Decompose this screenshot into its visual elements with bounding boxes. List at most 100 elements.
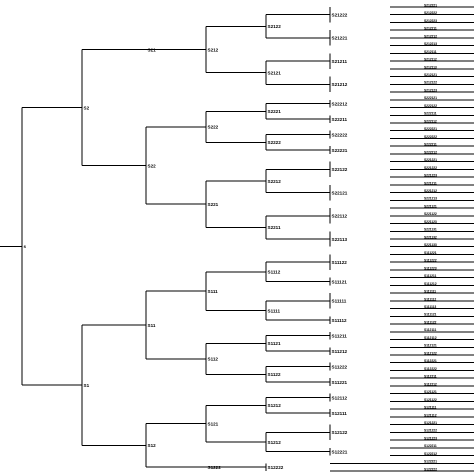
leaf-code-label: S221122 [424,212,437,216]
leaf-code-label: S221132 [424,235,437,239]
leaf-code-label: S111112 [424,297,436,301]
leaf-code-label: S222211 [424,143,437,147]
node-label: S22 [148,163,157,168]
node-label: S21211 [332,59,348,64]
leaf-code-label: S111221 [424,251,437,255]
leaf-code-label: S212122 [424,81,437,85]
leaf-code-label: S212212 [424,34,437,38]
leaf-code-label: S221131 [424,228,437,232]
node-label: S22112 [332,214,348,219]
node-label: S22113 [332,237,348,242]
leaf-code-label: S121111 [424,406,437,410]
leaf-code-label: S111121 [424,313,437,317]
node-label: S11212 [332,349,348,354]
node-label: S2122 [268,24,282,29]
leaf-code-label: S221223 [424,174,437,178]
node-label: S2121 [268,71,282,76]
node-label: S2211 [268,225,281,230]
node-label: S1212 [268,440,282,445]
node-label: S11121 [332,279,348,284]
node-label: S11221 [332,380,348,385]
leaf-code-label: S212123 [424,88,437,92]
node-label: S22122 [332,167,348,172]
leaf-code-label: S112122 [424,351,437,355]
node-label: S2212 [268,179,282,184]
leaf-code-label: S111113 [424,305,436,309]
node-label: S221 [208,202,219,207]
node-label: S11222 [332,364,348,369]
node-label: S12222 [268,465,284,470]
node-label: S1222 [208,465,222,470]
node-label: S112 [208,357,219,362]
leaf-code-label: S222222 [424,135,437,139]
leaf-code-label: S111223 [424,266,437,270]
node-label: S222 [208,125,219,130]
node-label: S21221 [332,36,348,41]
leaf-code-label: S122211 [424,444,437,448]
node-labels: s S2 S21 S212 S2122 S21222 S21221 S2121 S21211 S2… [24,13,348,470]
node-label: S21222 [332,13,348,18]
leaf-code-label: S212221 [424,3,437,7]
leaf-code-label: S222111 [424,112,437,116]
node-label: S212 [208,47,219,52]
leaf-code-label: S122222 [424,467,437,471]
leaf-code-label: S212222 [424,11,437,15]
leaf-code-label: S212113 [424,65,437,69]
leaf-code-label: S221212 [424,189,437,193]
node-label: S1112 [268,270,281,275]
leaf-code-label: S112112 [424,336,437,340]
leaf-code-label: S112212 [424,382,437,386]
node-label: S11 [148,323,156,328]
node-label: S12 [148,443,157,448]
leaf-labels: S212221 S212222 S212223 S212211 S212212 S2122… [424,3,437,471]
leaf-code-label: S111212 [424,282,437,286]
leaf-code-label: S112222 [424,367,437,371]
node-label: S12122 [332,430,348,435]
leaf-code-label: S222212 [424,150,437,154]
leaf-code-label: S112121 [424,344,437,348]
leaf-code-label: S112111 [424,328,437,332]
leaf-code-label: S121122 [424,398,437,402]
node-label: S2222 [268,140,282,145]
leaf-code-label: S121112 [424,413,437,417]
leaf-code-label: S221121 [424,204,437,208]
leaf-code-label: S222121 [424,96,437,100]
leaf-code-label: S111111 [424,290,436,294]
leaf-code-label: S212111 [424,50,437,54]
node-label: S12221 [332,449,348,454]
leaf-code-label: S112211 [424,375,437,379]
leaf-code-label: S111211 [424,274,437,278]
node-label: S22211 [332,117,348,122]
leaf-code-label: S221123 [424,220,437,224]
leaf-code-label: S111122 [424,320,437,324]
node-label: S22222 [332,132,348,137]
node-label: s [24,244,27,249]
node-label: S11112 [332,318,348,323]
leaf-code-label: S121221 [424,421,437,425]
node-label: S22212 [332,101,348,106]
branch-lines [0,6,474,472]
leaf-code-label: S221221 [424,158,437,162]
node-label: S11122 [332,260,348,265]
node-label: S121 [208,421,219,426]
node-label: S11111 [332,299,347,304]
leaf-code-label: S112221 [424,359,437,363]
leaf-code-label: S122221 [424,460,437,464]
node-label: S1 [84,383,90,388]
node-label: S2221 [268,109,282,114]
leaf-code-label: S221211 [424,181,437,185]
leaf-code-label: S212211 [424,27,437,31]
leaf-code-label: S222112 [424,119,437,123]
node-label: S1212 [268,403,282,408]
node-label: S12111 [332,411,348,416]
leaf-code-label: S212121 [424,73,437,77]
node-label: S1121 [268,341,281,346]
leaf-code-label: S221133 [424,243,437,247]
node-label: S21 [148,47,157,52]
node-label: S22221 [332,148,348,153]
leaf-code-label: S221213 [424,197,437,201]
node-label: S22121 [332,190,348,195]
leaf-code-label: S111222 [424,259,437,263]
node-label: S1111 [268,308,281,313]
